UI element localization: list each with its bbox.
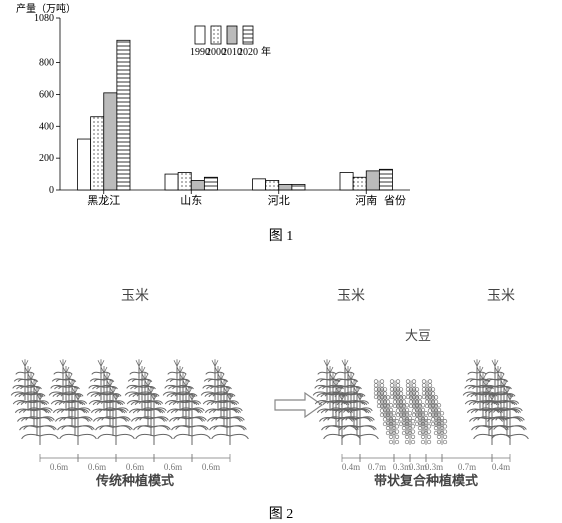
svg-text:400: 400: [39, 121, 54, 132]
svg-text:0.6m: 0.6m: [50, 462, 68, 472]
svg-text:年: 年: [261, 45, 271, 58]
svg-text:0.4m: 0.4m: [342, 462, 360, 472]
svg-text:0: 0: [49, 185, 54, 196]
bar: [340, 172, 353, 190]
bar: [165, 174, 178, 190]
svg-text:传统种植模式: 传统种植模式: [95, 473, 174, 488]
svg-text:0.4m: 0.4m: [492, 462, 510, 472]
bar: [178, 172, 191, 190]
fig2-caption: 图 2: [0, 503, 562, 523]
svg-text:0.6m: 0.6m: [126, 462, 144, 472]
bar-chart: 02004006008001080产量（万吨）黑龙江山东河北河南省份199020…: [0, 0, 430, 225]
svg-text:0.7m: 0.7m: [368, 462, 386, 472]
svg-text:600: 600: [39, 89, 54, 100]
bar: [379, 169, 392, 190]
bar: [191, 180, 204, 190]
svg-text:0.7m: 0.7m: [458, 462, 476, 472]
bar: [366, 171, 379, 190]
svg-text:玉米: 玉米: [337, 288, 365, 304]
svg-text:带状复合种植模式: 带状复合种植模式: [374, 473, 478, 488]
svg-text:200: 200: [39, 153, 54, 164]
svg-text:0.6m: 0.6m: [202, 462, 220, 472]
arrow-icon: [275, 393, 322, 417]
bar: [117, 40, 130, 190]
svg-text:黑龙江: 黑龙江: [87, 194, 120, 207]
svg-text:0.6m: 0.6m: [88, 462, 106, 472]
compound-panel: 玉米玉米大豆0.4m0.7m0.3m0.3m0.3m0.7m0.4m带状复合种植…: [313, 288, 528, 488]
svg-text:0.3m: 0.3m: [425, 462, 443, 472]
svg-text:玉米: 玉米: [487, 288, 515, 304]
chart-container: 02004006008001080产量（万吨）黑龙江山东河北河南省份199020…: [0, 0, 562, 225]
bar: [353, 177, 366, 190]
svg-text:河北: 河北: [268, 194, 290, 207]
bar: [253, 179, 266, 190]
bar: [104, 93, 117, 190]
svg-text:省份: 省份: [384, 194, 406, 207]
fig1-caption: 图 1: [0, 225, 562, 245]
svg-text:玉米: 玉米: [121, 288, 149, 304]
bar: [266, 180, 279, 190]
svg-text:0.6m: 0.6m: [164, 462, 182, 472]
bar: [292, 184, 305, 190]
bar: [78, 139, 91, 190]
svg-text:2020: 2020: [238, 47, 258, 58]
planting-diagram: 玉米0.6m0.6m0.6m0.6m0.6m传统种植模式玉米玉米大豆0.4m0.…: [0, 245, 562, 503]
svg-text:大豆: 大豆: [405, 328, 431, 343]
svg-text:河南: 河南: [355, 194, 377, 207]
traditional-panel: 玉米0.6m0.6m0.6m0.6m0.6m传统种植模式: [11, 288, 248, 488]
svg-text:800: 800: [39, 58, 54, 69]
diagram-container: 玉米0.6m0.6m0.6m0.6m0.6m传统种植模式玉米玉米大豆0.4m0.…: [0, 245, 562, 503]
bar: [204, 177, 217, 190]
bar: [279, 184, 292, 190]
bar: [91, 117, 104, 190]
svg-text:山东: 山东: [180, 194, 202, 207]
svg-text:产量（万吨）: 产量（万吨）: [16, 2, 76, 15]
